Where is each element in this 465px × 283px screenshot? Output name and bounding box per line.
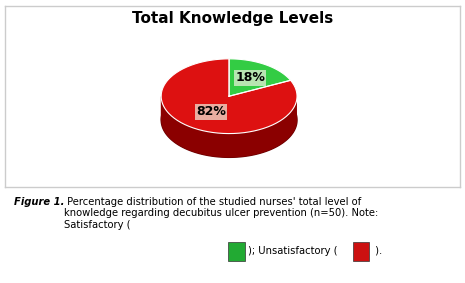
Text: ).: ).: [372, 246, 383, 256]
Text: Total Knowledge Levels: Total Knowledge Levels: [132, 11, 333, 26]
Text: 82%: 82%: [196, 106, 226, 118]
Text: 18%: 18%: [235, 71, 265, 84]
FancyBboxPatch shape: [352, 242, 369, 261]
Polygon shape: [229, 59, 291, 96]
Polygon shape: [161, 95, 297, 157]
Text: Percentage distribution of the studied nurses' total level of
knowledge regardin: Percentage distribution of the studied n…: [64, 197, 379, 230]
Text: ); Unsatisfactory (: ); Unsatisfactory (: [248, 246, 337, 256]
FancyBboxPatch shape: [228, 242, 245, 261]
Polygon shape: [161, 83, 297, 157]
Polygon shape: [161, 59, 297, 134]
Text: Figure 1.: Figure 1.: [14, 197, 64, 207]
